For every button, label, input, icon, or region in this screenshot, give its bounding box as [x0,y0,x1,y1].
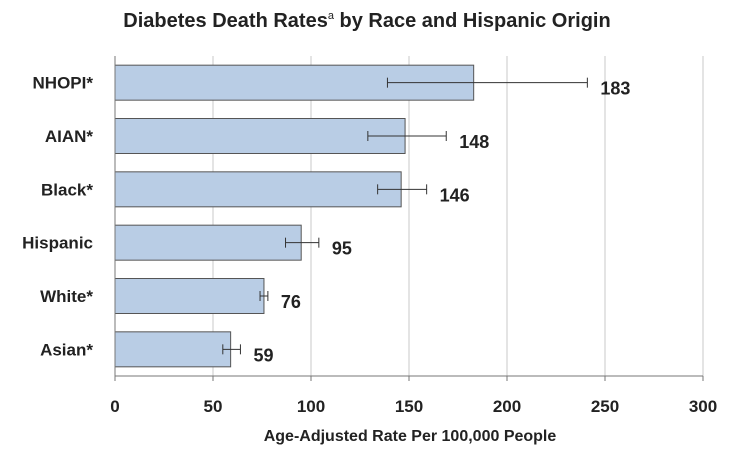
x-tick-label: 50 [204,397,223,416]
x-tick-label: 300 [689,397,717,416]
x-tick-label: 200 [493,397,521,416]
chart-title: Diabetes Death Ratesa by Race and Hispan… [0,10,734,33]
axes [114,56,704,381]
data-label: 183 [600,79,630,99]
category-label: AIAN* [45,127,94,146]
bar [114,331,232,368]
bar [114,171,402,208]
bar [114,118,406,154]
bars [114,64,475,368]
data-label: 59 [253,345,273,365]
chart-title-main: Diabetes Death Rates [123,10,328,32]
chart-title-footnote-mark: a [327,10,334,22]
category-label: NHOPI* [33,74,94,93]
category-label: Hispanic [22,234,93,253]
error-bars [222,77,588,355]
category-label: White* [40,287,93,306]
gridlines [212,56,704,376]
data-label: 95 [332,239,352,259]
x-tick-label: 0 [110,397,119,416]
bar [114,278,265,314]
category-label: Black* [41,180,93,199]
bar [114,224,302,261]
labels: 0 50 100 150 200 250 300 NHOPI* 183 AIAN* 148 Black… [22,74,717,416]
x-tick-label: 100 [297,397,325,416]
data-label: 76 [281,292,301,312]
data-label: 146 [440,185,470,205]
x-tick-label: 250 [591,397,619,416]
x-tick-label: 150 [395,397,423,416]
data-label: 148 [459,132,489,152]
chart-title-suffix: by Race and Hispanic Origin [333,10,611,32]
x-axis-title: Age-Adjusted Rate Per 100,000 People [263,428,557,445]
category-label: Asian* [40,340,93,359]
